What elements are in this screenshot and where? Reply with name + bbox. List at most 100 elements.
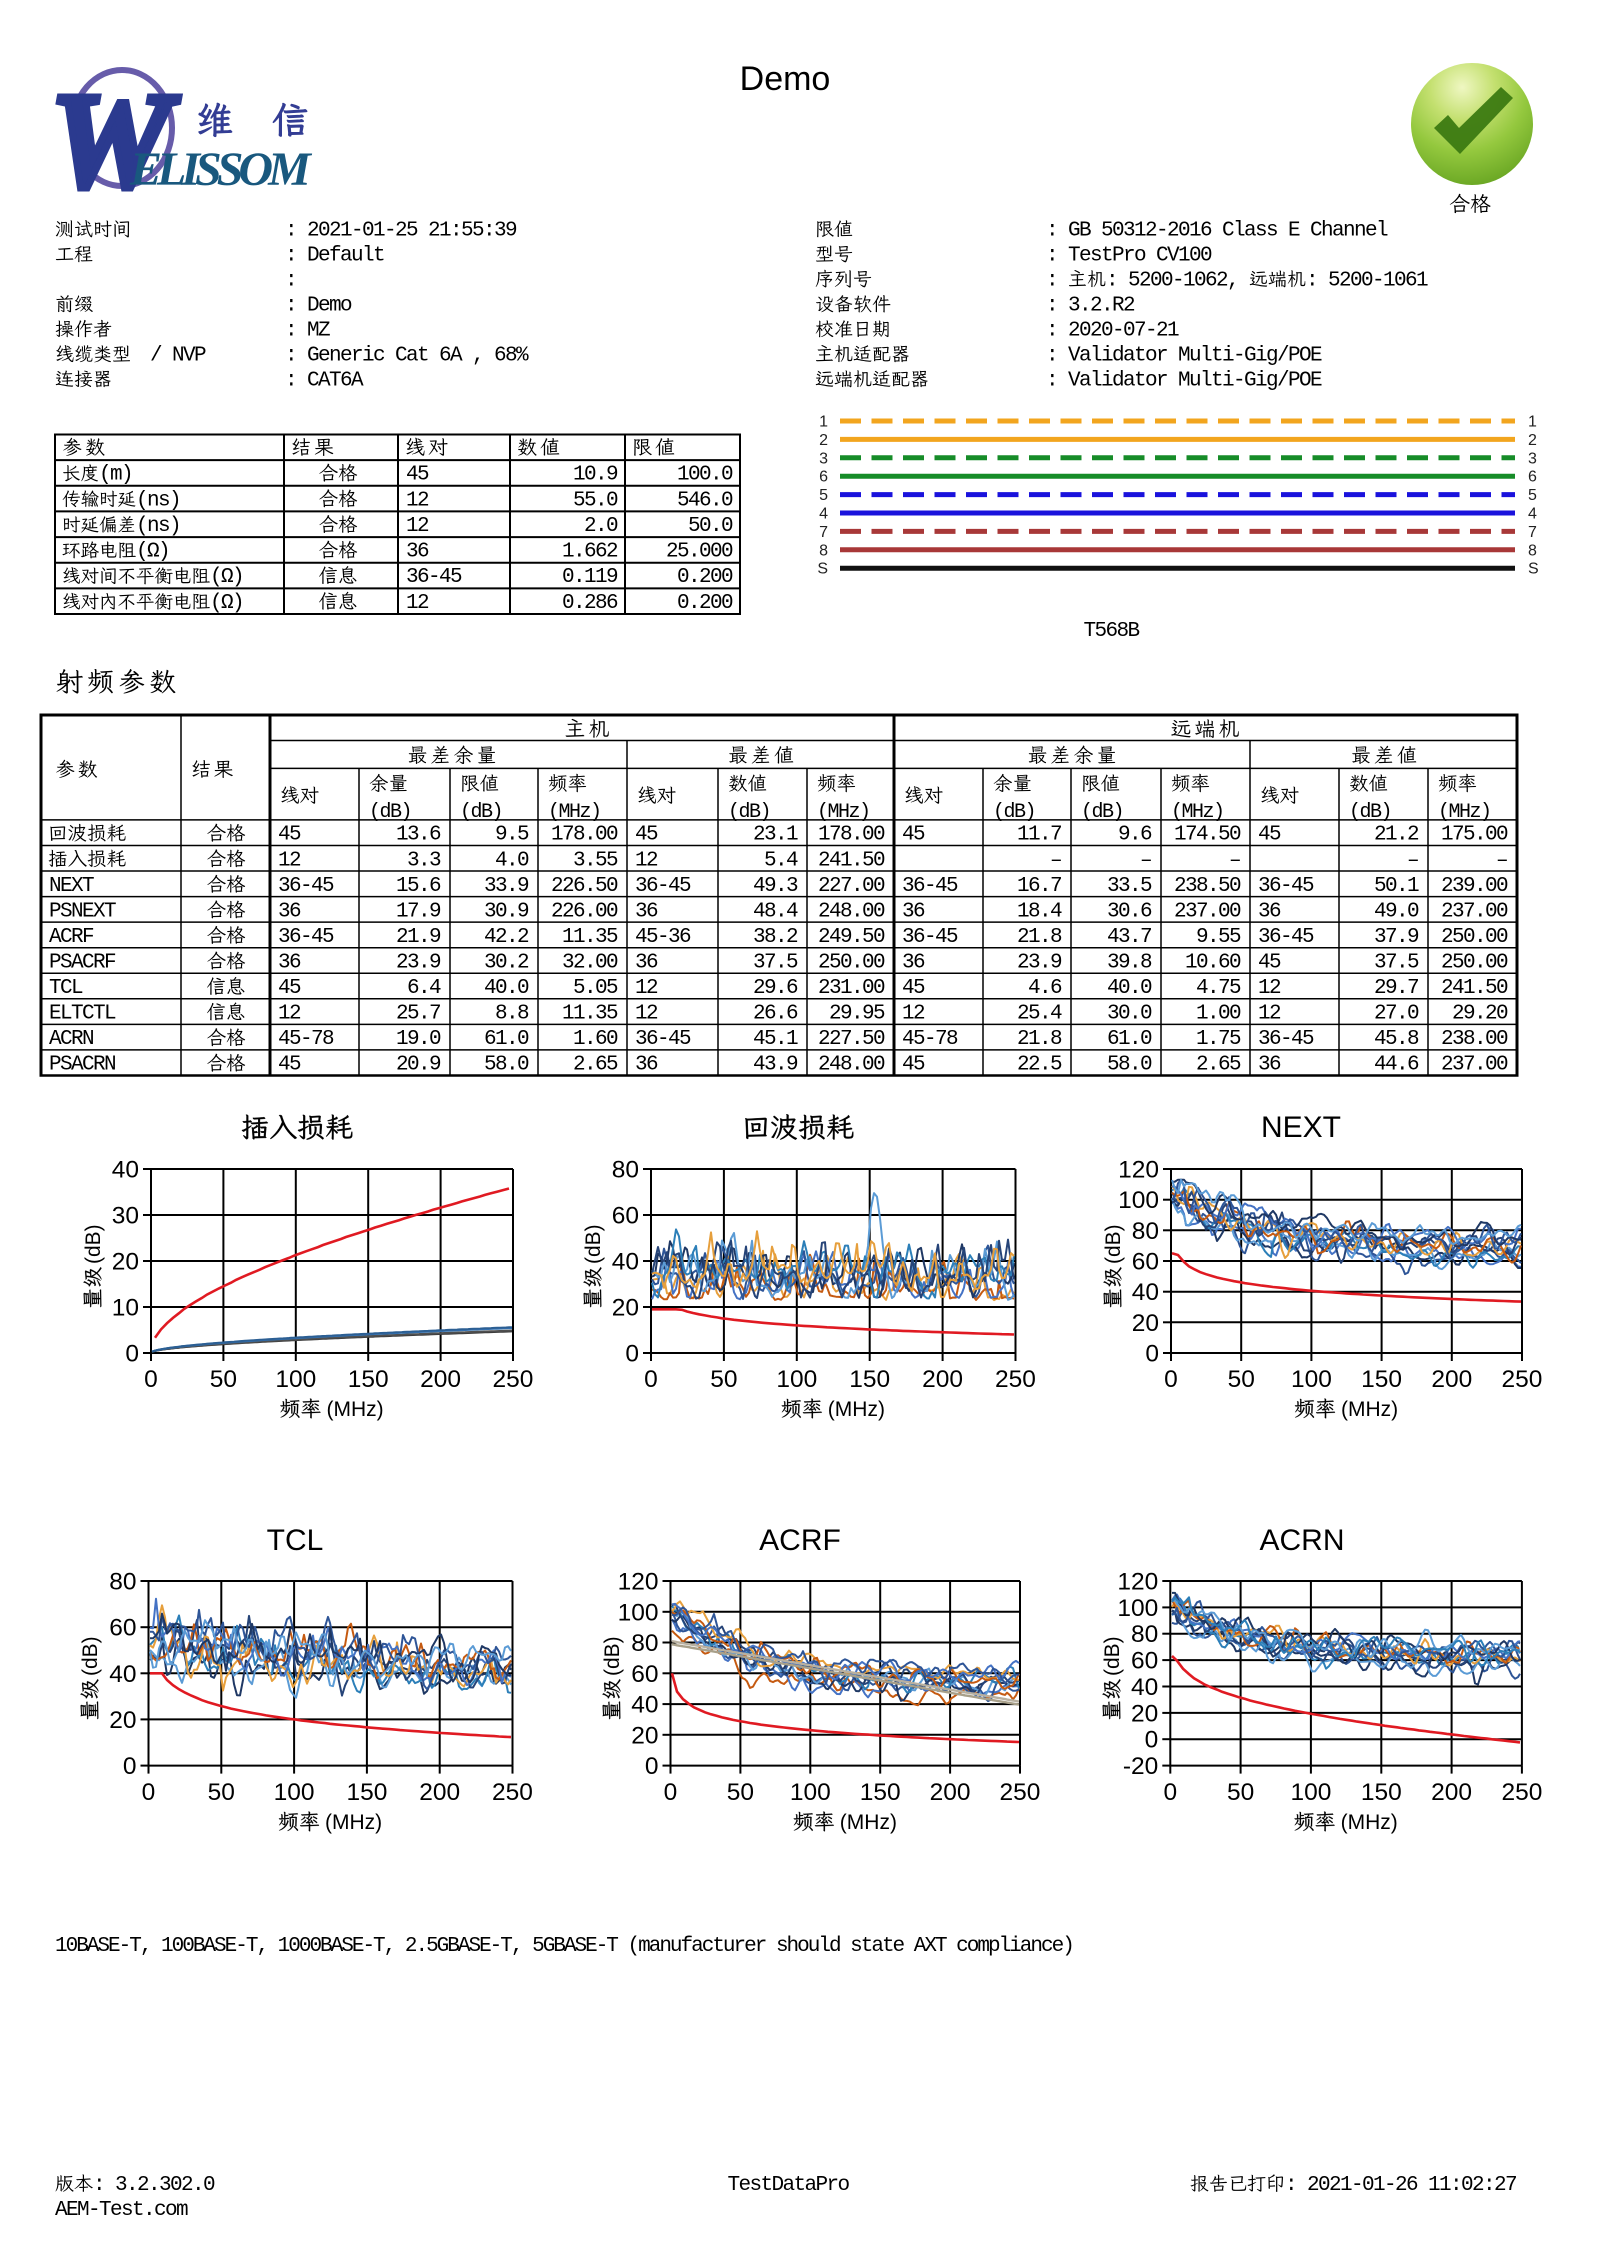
svg-text:(dB): (dB) (1349, 801, 1391, 824)
svg-text:20: 20 (112, 1249, 139, 1276)
svg-text:227.00: 227.00 (818, 875, 885, 898)
svg-text:200: 200 (930, 1779, 971, 1806)
svg-text:100: 100 (1290, 1779, 1331, 1806)
svg-text:36: 36 (278, 900, 301, 923)
svg-text:7: 7 (819, 524, 828, 541)
svg-text:9.55: 9.55 (1196, 926, 1241, 949)
svg-text:100: 100 (1117, 1595, 1158, 1622)
svg-text:(MHz): (MHz) (548, 801, 601, 824)
svg-text:(MHz): (MHz) (1171, 801, 1224, 824)
svg-text:6.4: 6.4 (407, 977, 441, 1000)
svg-text:12: 12 (278, 1003, 301, 1026)
svg-text:W: W (50, 66, 179, 216)
svg-text:: MZ: : MZ (285, 320, 330, 343)
svg-text:178.00: 178.00 (818, 824, 885, 847)
svg-text:61.0: 61.0 (484, 1028, 529, 1051)
svg-text:12: 12 (635, 849, 658, 872)
svg-text:227.50: 227.50 (818, 1028, 885, 1051)
svg-text:50: 50 (1227, 1779, 1254, 1806)
svg-text:38.2: 38.2 (753, 926, 798, 949)
svg-text:5: 5 (1528, 487, 1537, 504)
svg-text:60: 60 (631, 1661, 658, 1688)
svg-text:200: 200 (1431, 1366, 1472, 1393)
svg-text:36-45: 36-45 (635, 875, 691, 898)
svg-text:PSNEXT: PSNEXT (49, 900, 116, 923)
svg-text:(dB): (dB) (369, 801, 411, 824)
svg-text:6: 6 (1528, 469, 1537, 486)
svg-text:: Default: : Default (285, 245, 384, 268)
svg-text:12: 12 (1258, 977, 1281, 1000)
svg-text:5.05: 5.05 (573, 977, 618, 1000)
svg-text:(dB): (dB) (79, 1636, 102, 1676)
svg-text:37.9: 37.9 (1374, 926, 1419, 949)
svg-text:(dB): (dB) (1101, 1636, 1124, 1676)
svg-text:237.00: 237.00 (1441, 900, 1508, 923)
svg-text:40.0: 40.0 (1107, 977, 1152, 1000)
svg-text:5.4: 5.4 (764, 849, 798, 872)
svg-text:29.20: 29.20 (1452, 1003, 1508, 1026)
svg-text:0.200: 0.200 (677, 566, 733, 589)
svg-text:23.1: 23.1 (753, 824, 798, 847)
svg-text:50: 50 (208, 1779, 235, 1806)
svg-text:45: 45 (278, 977, 301, 1000)
svg-text:30: 30 (112, 1203, 139, 1230)
svg-text:0: 0 (645, 1753, 659, 1780)
svg-text:37.5: 37.5 (1374, 952, 1419, 975)
svg-text:100: 100 (1291, 1366, 1332, 1393)
svg-text:30.9: 30.9 (484, 900, 529, 923)
svg-text:178.00: 178.00 (551, 824, 618, 847)
svg-text:45-36: 45-36 (635, 926, 691, 949)
svg-text:250: 250 (1000, 1779, 1041, 1806)
svg-text:3: 3 (819, 450, 828, 467)
svg-text:(ns): (ns) (136, 489, 180, 512)
svg-text:231.00: 231.00 (818, 977, 885, 1000)
svg-text:/ NVP: / NVP (150, 345, 206, 368)
svg-text:13.6: 13.6 (396, 824, 441, 847)
svg-text:120: 120 (1117, 1569, 1158, 1596)
svg-text:(dB): (dB) (1081, 801, 1123, 824)
svg-text:36-45: 36-45 (1258, 875, 1314, 898)
svg-text:226.50: 226.50 (551, 875, 618, 898)
svg-text:17.9: 17.9 (396, 900, 441, 923)
svg-text:50: 50 (710, 1366, 737, 1393)
svg-text:12: 12 (406, 515, 429, 538)
svg-text:30.2: 30.2 (484, 952, 529, 975)
svg-text:: 2020-07-21: : 2020-07-21 (1046, 320, 1179, 343)
svg-text:12: 12 (635, 1003, 658, 1026)
svg-text:: CAT6A: : CAT6A (285, 370, 364, 393)
svg-text:10.60: 10.60 (1185, 952, 1241, 975)
svg-text:50.0: 50.0 (688, 515, 733, 538)
svg-text:45: 45 (278, 824, 301, 847)
svg-text:: Validator Multi-Gig/POE: : Validator Multi-Gig/POE (1046, 345, 1322, 368)
svg-text:T568B: T568B (1083, 620, 1139, 643)
svg-text:–: – (1140, 849, 1151, 872)
svg-text:33.5: 33.5 (1107, 875, 1152, 898)
svg-text:2: 2 (819, 432, 828, 449)
svg-text:249.50: 249.50 (818, 926, 885, 949)
svg-text:0.286: 0.286 (562, 592, 618, 615)
svg-text:–: – (1050, 849, 1061, 872)
svg-text:100: 100 (1118, 1187, 1159, 1214)
svg-text:36: 36 (635, 900, 658, 923)
svg-text:150: 150 (1361, 1779, 1402, 1806)
svg-text:60: 60 (1131, 1648, 1158, 1675)
svg-text:12: 12 (406, 489, 429, 512)
svg-text:226.00: 226.00 (551, 900, 618, 923)
svg-text:15.6: 15.6 (396, 875, 441, 898)
svg-text:36-45: 36-45 (406, 566, 462, 589)
svg-text:248.00: 248.00 (818, 1054, 885, 1077)
svg-text:21.8: 21.8 (1017, 926, 1062, 949)
svg-text:200: 200 (922, 1366, 963, 1393)
svg-text:0: 0 (1163, 1779, 1177, 1806)
svg-text:250: 250 (493, 1366, 534, 1393)
svg-text:1: 1 (1528, 414, 1537, 431)
svg-text:150: 150 (849, 1366, 890, 1393)
svg-text:40.0: 40.0 (484, 977, 529, 1000)
svg-text:237.00: 237.00 (1441, 1054, 1508, 1077)
svg-text:40: 40 (631, 1692, 658, 1719)
svg-text:3: 3 (1528, 450, 1537, 467)
svg-text:S: S (817, 561, 828, 578)
svg-text:: Validator Multi-Gig/POE: : Validator Multi-Gig/POE (1046, 370, 1322, 393)
svg-text:29.95: 29.95 (829, 1003, 885, 1026)
svg-text::: : (285, 270, 296, 293)
